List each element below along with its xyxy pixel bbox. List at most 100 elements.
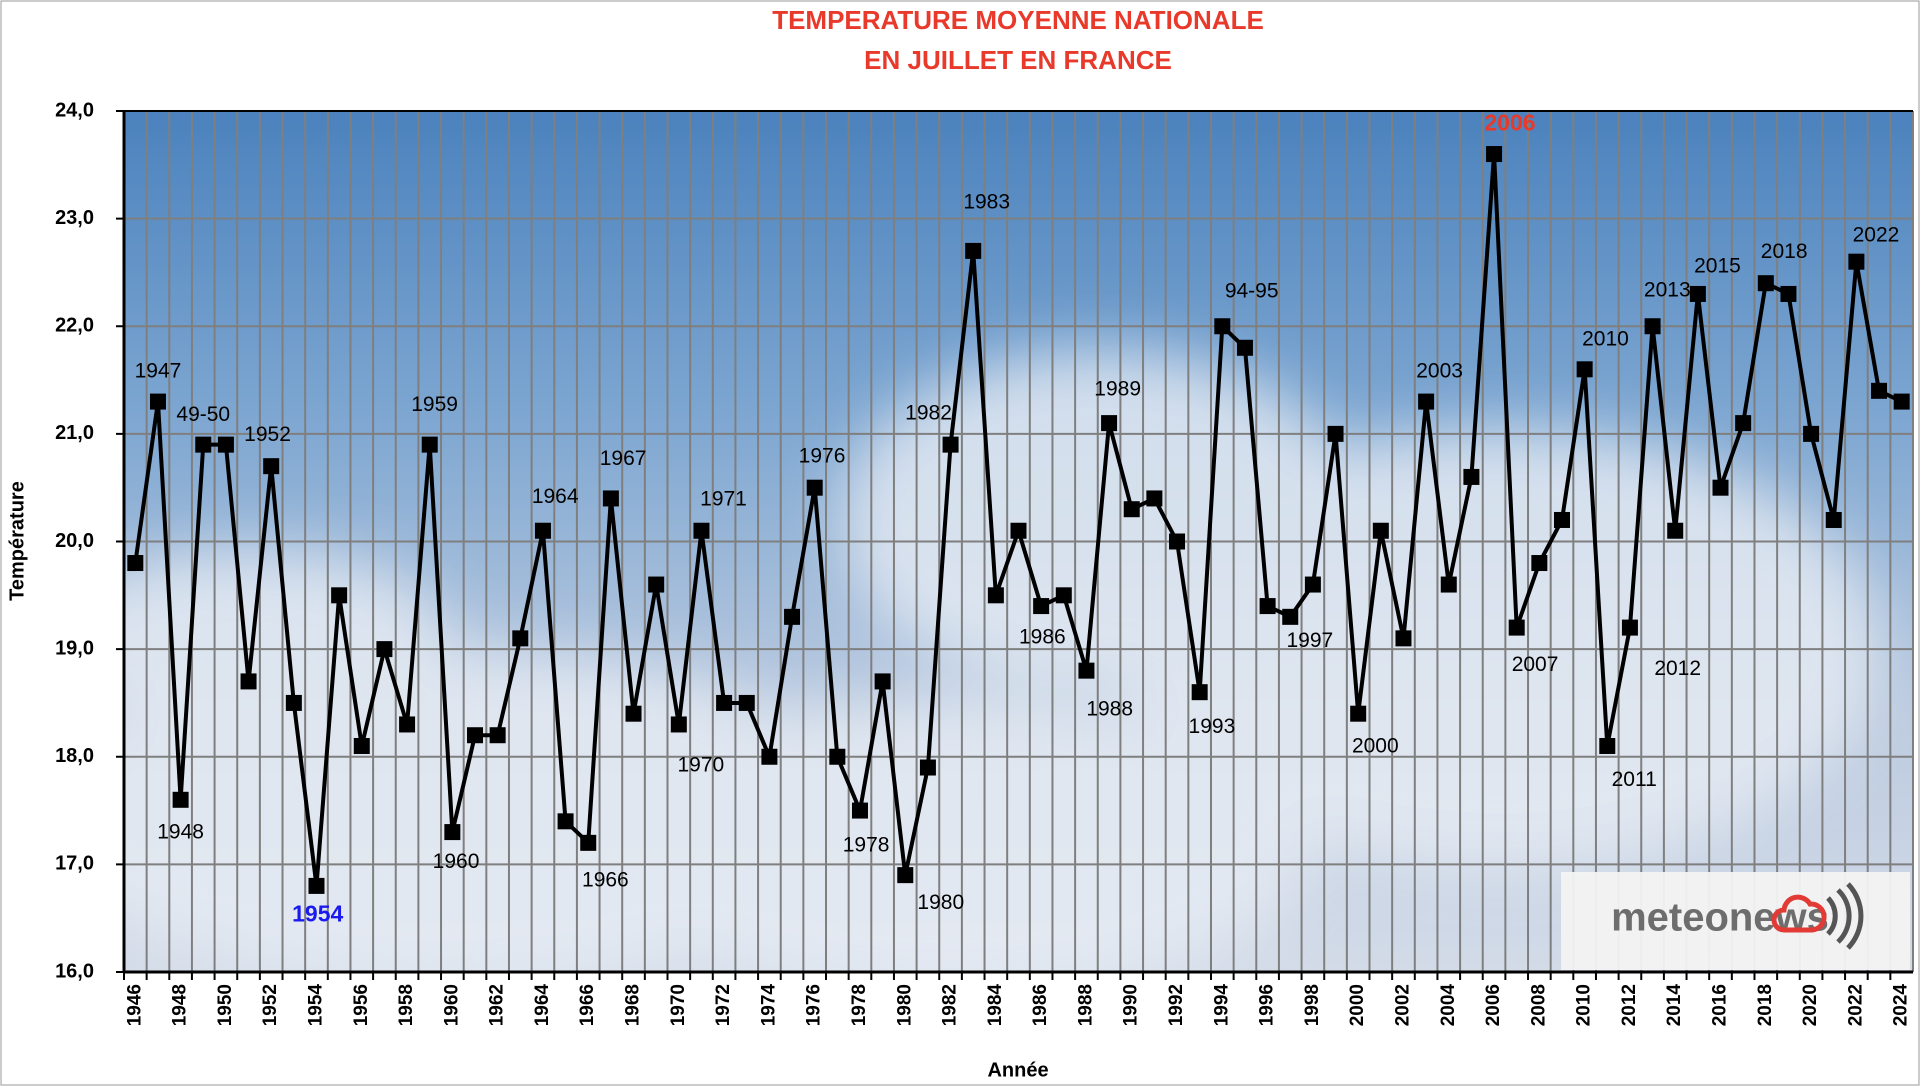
data-marker [149, 393, 166, 410]
data-marker [919, 759, 936, 776]
y-tick-label: 18,0 [55, 745, 94, 767]
data-marker [1146, 490, 1163, 507]
x-tick-label: 1988 [1075, 984, 1096, 1026]
data-marker [240, 673, 257, 690]
data-marker [987, 587, 1004, 604]
data-marker [1803, 425, 1820, 442]
data-marker [399, 716, 416, 733]
data-marker [738, 694, 755, 711]
annotation: 1997 [1286, 629, 1333, 652]
annotation: 2012 [1654, 657, 1701, 680]
x-tick-label: 1964 [532, 984, 553, 1027]
annotation: 2000 [1352, 734, 1399, 757]
annotation: 1986 [1019, 625, 1066, 648]
data-marker [1780, 285, 1797, 302]
data-marker [1169, 533, 1186, 550]
data-marker [1735, 415, 1752, 432]
data-marker [421, 436, 438, 453]
data-marker [1078, 662, 1095, 679]
x-tick-label: 1968 [623, 984, 644, 1026]
data-marker [1621, 619, 1638, 636]
data-marker [1010, 522, 1027, 539]
annotation: 1959 [411, 393, 458, 416]
data-marker [625, 705, 642, 722]
data-marker [648, 576, 665, 593]
data-marker [444, 824, 461, 841]
data-marker [127, 555, 144, 572]
x-tick-label: 1954 [306, 984, 327, 1027]
x-tick-label: 2024 [1891, 984, 1912, 1027]
x-tick-label: 2002 [1392, 984, 1413, 1026]
data-marker [1871, 382, 1888, 399]
data-marker [1486, 146, 1503, 163]
x-tick-label: 2014 [1664, 984, 1685, 1027]
data-marker [897, 867, 914, 884]
data-marker [1372, 522, 1389, 539]
annotation: 2018 [1761, 240, 1808, 263]
x-tick-label: 1966 [577, 984, 598, 1026]
annotation: 1970 [677, 754, 724, 777]
annotation: 2007 [1512, 653, 1559, 676]
data-marker [534, 522, 551, 539]
data-marker [1304, 576, 1321, 593]
x-tick-label: 2004 [1438, 984, 1459, 1027]
x-tick-label: 2022 [1845, 984, 1866, 1026]
annotation: 1967 [600, 447, 647, 470]
data-marker [353, 737, 370, 754]
x-tick-label: 1980 [894, 984, 915, 1026]
data-marker [263, 458, 280, 475]
data-marker [942, 436, 959, 453]
y-tick-label: 16,0 [55, 960, 94, 982]
data-marker [195, 436, 212, 453]
x-tick-label: 2012 [1619, 984, 1640, 1026]
data-marker [331, 587, 348, 604]
data-marker [965, 242, 982, 259]
plot-background [124, 111, 1913, 972]
logo-text: meteonews [1611, 896, 1829, 940]
x-tick-label: 1992 [1166, 984, 1187, 1026]
x-axis-label: Année [987, 1059, 1048, 1081]
x-tick-label: 2006 [1483, 984, 1504, 1026]
data-marker [1055, 587, 1072, 604]
x-tick-label: 1946 [124, 984, 145, 1026]
data-marker [1327, 425, 1344, 442]
annotation: 2011 [1612, 768, 1657, 791]
data-marker [1463, 468, 1480, 485]
data-marker [1531, 555, 1548, 572]
y-tick-label: 23,0 [55, 207, 94, 229]
data-marker [1576, 361, 1593, 378]
x-tick-label: 1962 [487, 984, 508, 1026]
x-tick-label: 1996 [1257, 984, 1278, 1026]
logo-icon [1771, 882, 1864, 950]
x-tick-label: 1986 [1030, 984, 1051, 1026]
data-marker [1101, 415, 1118, 432]
annotation: 1954 [292, 900, 343, 926]
data-marker [716, 694, 733, 711]
x-tick-label: 2010 [1574, 984, 1595, 1026]
data-marker [806, 479, 823, 496]
data-marker [1440, 576, 1457, 593]
annotation: 1960 [433, 850, 480, 873]
data-marker [1395, 630, 1412, 647]
x-tick-label: 1998 [1302, 984, 1323, 1026]
data-marker [1667, 522, 1684, 539]
annotation: 1980 [917, 891, 964, 914]
data-marker [489, 727, 506, 744]
x-tick-label: 1976 [804, 984, 825, 1026]
data-marker [1553, 511, 1570, 528]
annotation: 2010 [1582, 327, 1629, 350]
y-tick-label: 20,0 [55, 530, 94, 552]
data-marker [1689, 285, 1706, 302]
annotation: 2006 [1484, 110, 1535, 136]
x-tick-label: 1978 [849, 984, 870, 1026]
data-marker [1893, 393, 1910, 410]
annotation: 1966 [582, 868, 629, 891]
x-tick-label: 2008 [1528, 984, 1549, 1026]
data-marker [761, 748, 778, 765]
y-tick-label: 21,0 [55, 422, 94, 444]
data-marker [693, 522, 710, 539]
data-marker [1282, 608, 1299, 625]
data-marker [670, 716, 687, 733]
data-marker [512, 630, 529, 647]
